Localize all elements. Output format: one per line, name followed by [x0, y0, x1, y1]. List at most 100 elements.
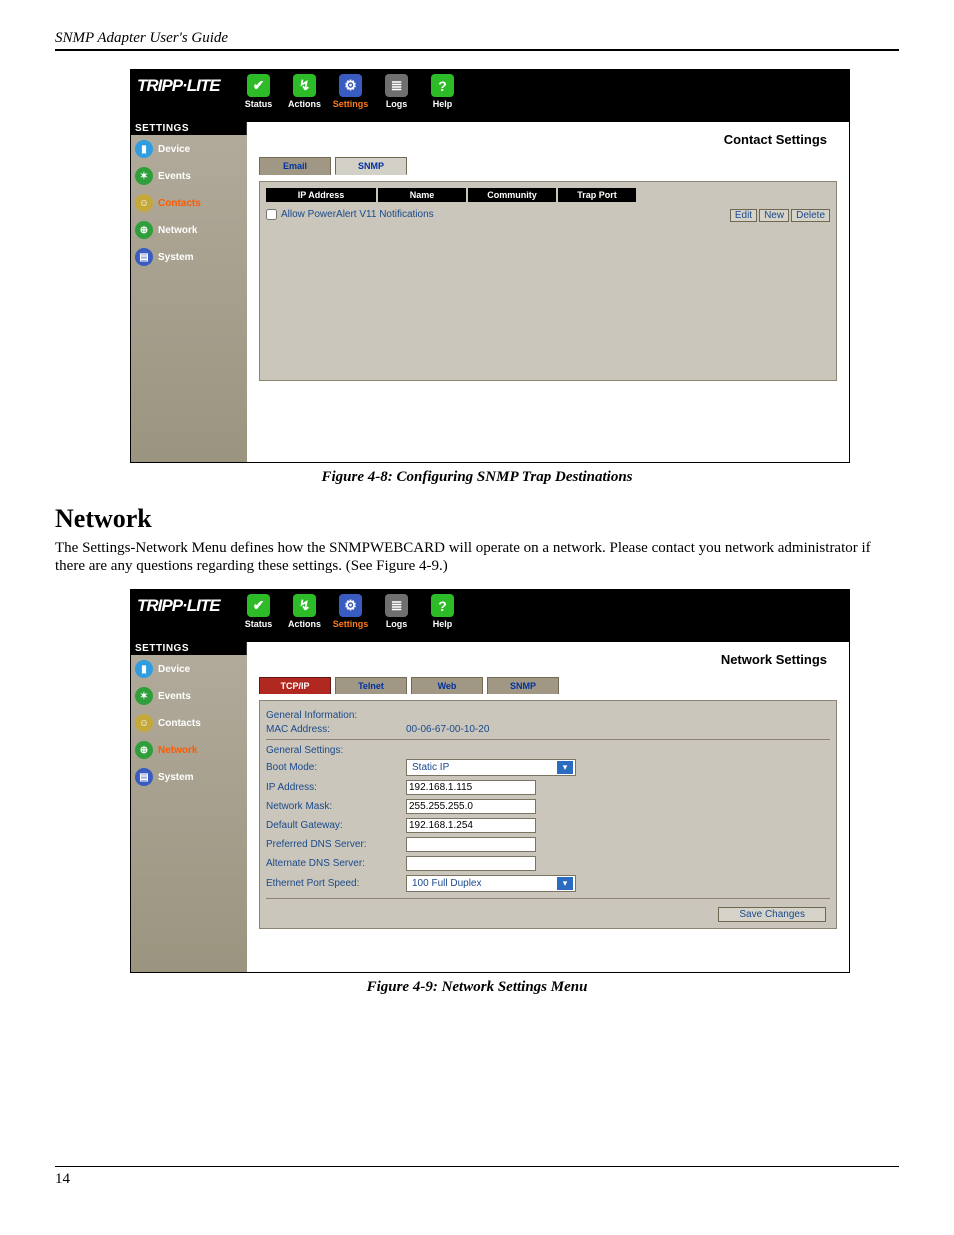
sidebar-item-label: Events	[158, 171, 191, 182]
tab-email[interactable]: Email	[259, 157, 331, 175]
checkbox-icon[interactable]	[266, 209, 277, 220]
settings-icon: ⚙	[339, 594, 362, 617]
sidebar-item-events[interactable]: ✶ Events	[131, 682, 247, 709]
ip-address-input[interactable]	[406, 780, 536, 795]
brand-logo: TRIPP·LITE	[131, 70, 228, 96]
section-heading-network: Network	[55, 504, 899, 534]
screenshot-network-settings: TRIPP·LITE ✔Status↯Actions ⚙ Settings ≣ Logs…	[130, 589, 850, 973]
app-topbar: TRIPP·LITE ✔Status↯Actions ⚙ Settings ≣ Logs…	[131, 590, 849, 642]
nav-label: Settings	[330, 619, 372, 629]
sidebar-item-label: System	[158, 772, 194, 783]
tab-web[interactable]: Web	[411, 677, 483, 694]
sidebar: SETTINGS ▮ Device ✶Events ☺ Contacts ⊕Network…	[131, 122, 247, 462]
actions-icon: ↯	[293, 594, 316, 617]
save-changes-button[interactable]: Save Changes	[718, 907, 826, 922]
status-icon: ✔	[247, 74, 270, 97]
sidebar-item-system[interactable]: ▤ System	[131, 243, 247, 270]
sidebar-item-events[interactable]: ✶Events	[131, 162, 247, 189]
sidebar-item-network[interactable]: ⊕Network	[131, 736, 247, 763]
figure-caption-4-9: Figure 4-9: Network Settings Menu	[55, 979, 899, 996]
nav-actions[interactable]: ↯Actions	[284, 594, 326, 629]
network-paragraph: The Settings-Network Menu defines how th…	[55, 540, 899, 575]
device-icon: ▮	[135, 660, 153, 678]
sidebar-item-label: Device	[158, 144, 190, 155]
tab-tcpip[interactable]: TCP/IP	[259, 677, 331, 694]
allow-poweralert-checkbox[interactable]: Allow PowerAlert V11 Notifications	[266, 209, 434, 220]
footer-rule	[55, 1166, 899, 1167]
preferred-dns-server-input[interactable]	[406, 837, 536, 852]
sidebar-item-device[interactable]: ▮ Device	[131, 655, 247, 682]
device-icon: ▮	[135, 140, 153, 158]
boot-mode-select[interactable]: Static IP▾	[406, 759, 576, 776]
nav-help[interactable]: ? Help	[422, 74, 464, 109]
field-label: Default Gateway:	[266, 820, 406, 831]
nav-status[interactable]: ✔Status	[238, 594, 280, 629]
contacts-icon: ☺	[135, 714, 153, 732]
chevron-down-icon: ▾	[557, 877, 573, 890]
field-label: Preferred DNS Server:	[266, 839, 406, 850]
nav-status[interactable]: ✔Status	[238, 74, 280, 109]
system-icon: ▤	[135, 768, 153, 786]
sidebar-header: SETTINGS	[131, 122, 247, 135]
logs-icon: ≣	[385, 74, 408, 97]
network-icon: ⊕	[135, 221, 153, 239]
column-header-trap-port: Trap Port	[558, 188, 636, 202]
page-number: 14	[55, 1171, 899, 1188]
contacts-icon: ☺	[135, 194, 153, 212]
tab-telnet[interactable]: Telnet	[335, 677, 407, 694]
network-mask-input[interactable]	[406, 799, 536, 814]
nav-label: Actions	[284, 99, 326, 109]
sidebar-item-contacts[interactable]: ☺ Contacts	[131, 709, 247, 736]
nav-help[interactable]: ? Help	[422, 594, 464, 629]
nav-label: Help	[422, 99, 464, 109]
status-icon: ✔	[247, 594, 270, 617]
sidebar-item-system[interactable]: ▤ System	[131, 763, 247, 790]
help-icon: ?	[431, 594, 454, 617]
sidebar-item-network[interactable]: ⊕Network	[131, 216, 247, 243]
nav-actions[interactable]: ↯ Actions	[284, 74, 326, 109]
nav-label: Help	[422, 619, 464, 629]
column-header-community: Community	[468, 188, 556, 202]
sidebar: SETTINGS ▮Device✶Events☺Contacts⊕Network…	[131, 642, 247, 972]
nav-label: Logs	[376, 99, 418, 109]
sidebar-item-label: Contacts	[158, 198, 201, 209]
settings-icon: ⚙	[339, 74, 362, 97]
system-icon: ▤	[135, 248, 153, 266]
field-label: Alternate DNS Server:	[266, 858, 406, 869]
edit-button[interactable]: Edit	[730, 209, 757, 222]
alternate-dns-server-input[interactable]	[406, 856, 536, 871]
screenshot-contact-settings: TRIPP·LITE ✔Status ↯ Actions ⚙Settings ≣ Logs…	[130, 69, 850, 463]
field-label: Network Mask:	[266, 801, 406, 812]
default-gateway-input[interactable]	[406, 818, 536, 833]
field-label: Ethernet Port Speed:	[266, 878, 406, 889]
checkbox-label: Allow PowerAlert V11 Notifications	[281, 209, 434, 220]
sidebar-item-label: Events	[158, 691, 191, 702]
panel-title: Network Settings	[259, 652, 827, 667]
ethernet-port-speed-select[interactable]: 100 Full Duplex▾	[406, 875, 576, 892]
sidebar-item-contacts[interactable]: ☺ Contacts	[131, 189, 247, 216]
mac-address-value: 00-06-67-00-10-20	[406, 724, 576, 735]
nav-logs[interactable]: ≣ Logs	[376, 74, 418, 109]
brand-logo: TRIPP·LITE	[131, 590, 228, 616]
column-header-name: Name	[378, 188, 466, 202]
tab-snmp[interactable]: SNMP	[487, 677, 559, 694]
sidebar-item-label: Network	[158, 745, 197, 756]
sidebar-item-label: System	[158, 252, 194, 263]
actions-icon: ↯	[293, 74, 316, 97]
sidebar-item-device[interactable]: ▮ Device	[131, 135, 247, 162]
nav-label: Logs	[376, 619, 418, 629]
new-button[interactable]: New	[759, 209, 789, 222]
events-icon: ✶	[135, 687, 153, 705]
general-info-header: General Information:	[266, 707, 830, 722]
nav-logs[interactable]: ≣ Logs	[376, 594, 418, 629]
sidebar-item-label: Device	[158, 664, 190, 675]
sidebar-item-label: Contacts	[158, 718, 201, 729]
nav-settings[interactable]: ⚙Settings	[330, 74, 372, 109]
help-icon: ?	[431, 74, 454, 97]
logs-icon: ≣	[385, 594, 408, 617]
select-value: Static IP	[409, 761, 557, 774]
nav-settings[interactable]: ⚙ Settings	[330, 594, 372, 629]
delete-button[interactable]: Delete	[791, 209, 830, 222]
mac-address-label: MAC Address:	[266, 724, 406, 735]
tab-snmp[interactable]: SNMP	[335, 157, 407, 175]
